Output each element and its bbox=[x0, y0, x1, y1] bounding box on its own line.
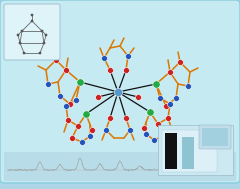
Point bbox=[178, 60, 182, 64]
Point bbox=[40, 29, 44, 33]
Point bbox=[174, 97, 178, 100]
Point bbox=[66, 119, 70, 122]
Point bbox=[18, 42, 22, 45]
Point bbox=[76, 125, 80, 128]
Point bbox=[124, 68, 128, 71]
Bar bbox=[4, 152, 236, 181]
Point bbox=[148, 111, 152, 114]
Point bbox=[104, 129, 108, 132]
Point bbox=[102, 57, 106, 60]
Point bbox=[84, 112, 88, 115]
Point bbox=[16, 33, 20, 36]
Point bbox=[154, 82, 158, 85]
Point bbox=[20, 29, 24, 33]
Point bbox=[108, 68, 112, 71]
Point bbox=[96, 95, 100, 98]
Point bbox=[44, 33, 48, 36]
Point bbox=[168, 70, 172, 74]
Point bbox=[38, 51, 42, 54]
Bar bbox=[158, 125, 233, 175]
Bar bbox=[202, 128, 228, 146]
FancyBboxPatch shape bbox=[0, 0, 240, 183]
Point bbox=[154, 82, 158, 85]
Point bbox=[156, 122, 160, 125]
Bar bbox=[165, 133, 177, 169]
Point bbox=[148, 111, 152, 114]
Point bbox=[42, 42, 46, 45]
Point bbox=[78, 81, 82, 84]
Point bbox=[158, 97, 162, 100]
Point bbox=[80, 140, 84, 143]
Point bbox=[84, 112, 88, 115]
Point bbox=[70, 136, 74, 139]
Point bbox=[22, 51, 26, 54]
Point bbox=[88, 135, 92, 138]
Point bbox=[46, 82, 50, 85]
Point bbox=[74, 98, 78, 101]
Point bbox=[186, 84, 190, 88]
Point bbox=[124, 116, 128, 119]
Point bbox=[64, 105, 68, 108]
Point bbox=[142, 126, 146, 129]
Point bbox=[166, 116, 170, 119]
FancyBboxPatch shape bbox=[199, 125, 231, 149]
Point bbox=[108, 116, 112, 119]
Point bbox=[90, 129, 94, 132]
Point bbox=[58, 94, 62, 98]
Point bbox=[152, 139, 156, 142]
Point bbox=[128, 129, 132, 132]
Point bbox=[54, 58, 58, 61]
Point bbox=[144, 132, 148, 136]
Point bbox=[164, 105, 168, 108]
Point bbox=[64, 68, 68, 71]
Point bbox=[78, 81, 82, 84]
Point bbox=[136, 95, 140, 98]
Point bbox=[162, 135, 166, 138]
Point bbox=[30, 13, 34, 16]
Point bbox=[168, 102, 172, 105]
Point bbox=[30, 19, 34, 22]
FancyBboxPatch shape bbox=[4, 4, 60, 60]
Bar bbox=[182, 137, 194, 169]
Point bbox=[126, 54, 130, 57]
Bar bbox=[162, 130, 217, 172]
Point bbox=[116, 91, 120, 94]
Point bbox=[68, 102, 72, 105]
